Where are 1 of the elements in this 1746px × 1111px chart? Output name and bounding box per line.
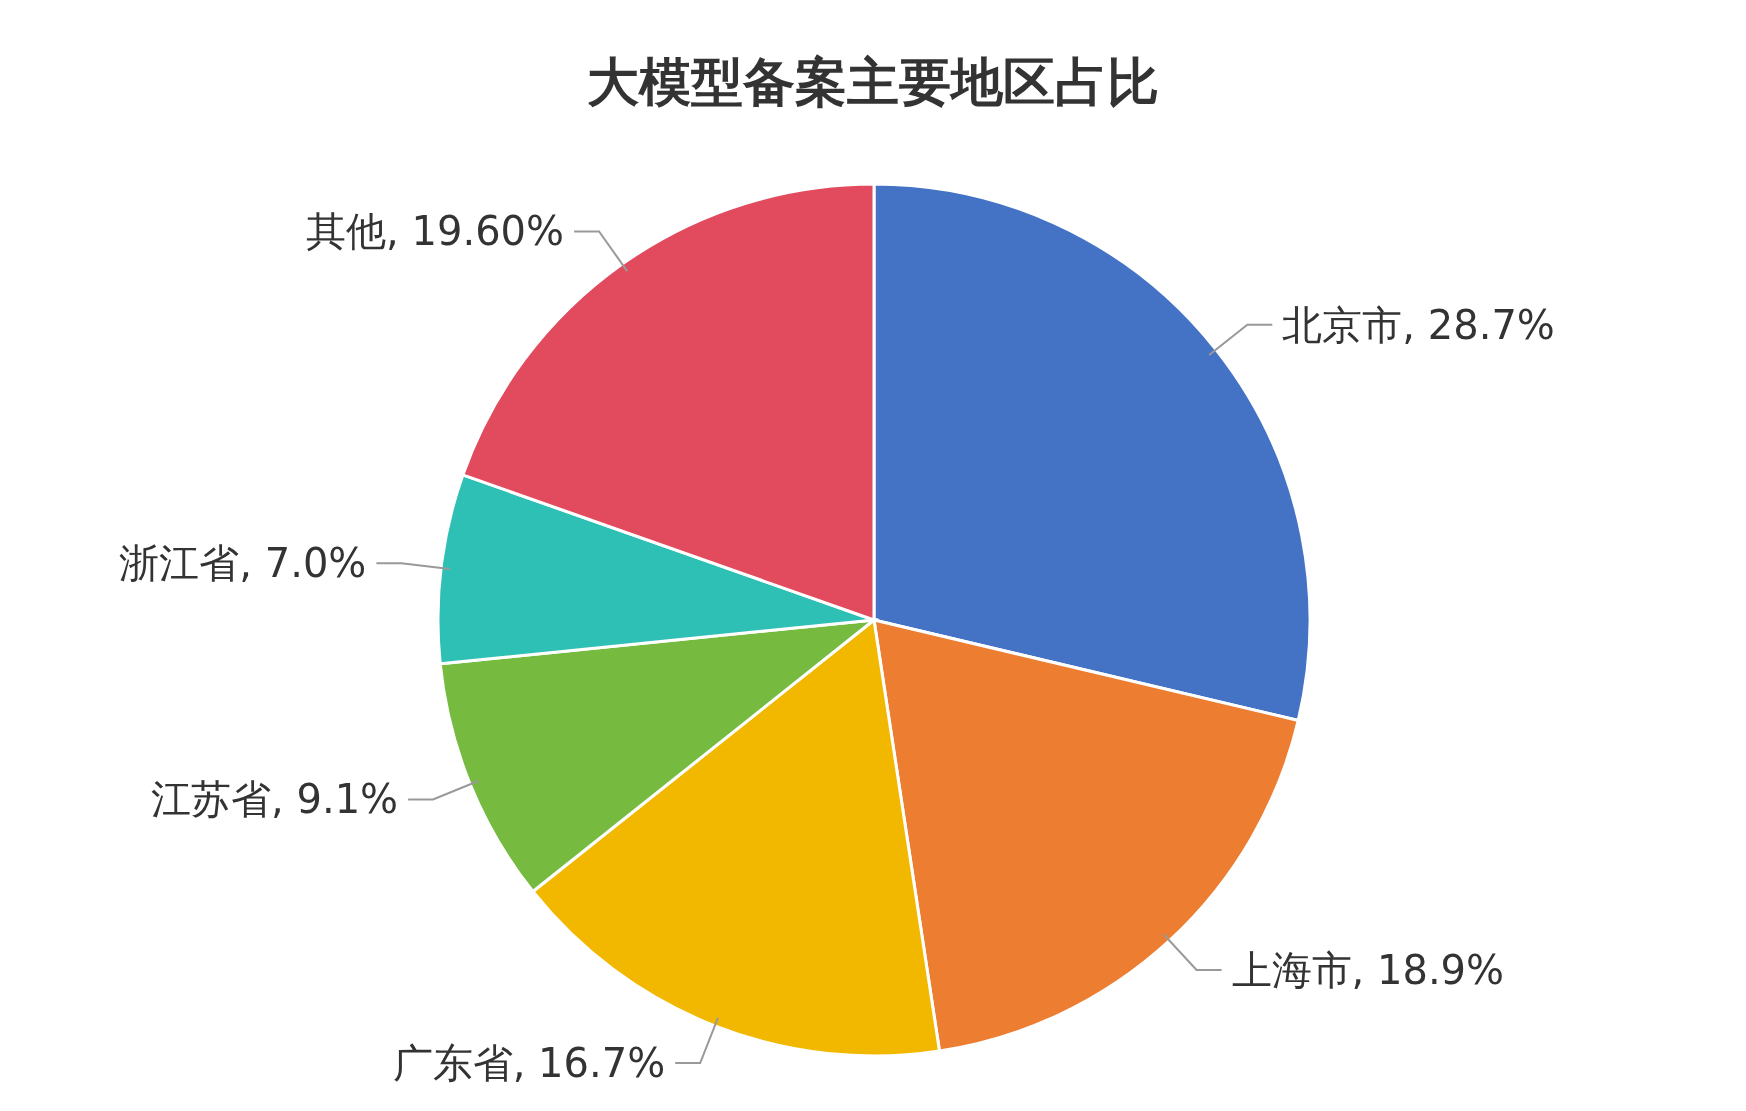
title: 大模型备案主要地区占比: [587, 52, 1159, 112]
